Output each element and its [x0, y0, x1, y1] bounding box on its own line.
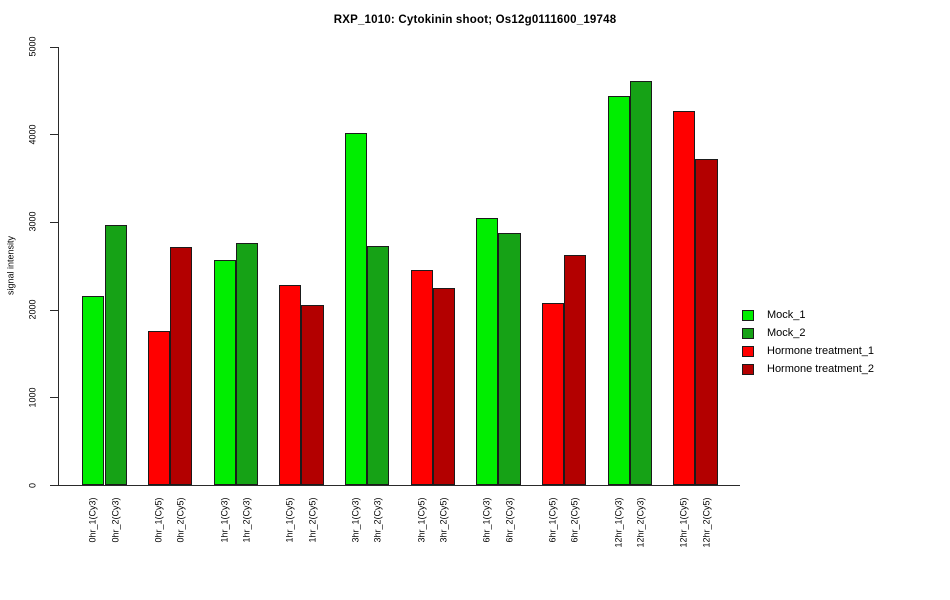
legend: Mock_1 Mock_2 Hormone treatment_1 Hormon…: [742, 306, 874, 378]
x-tick-label: 6hr_2(Cy3): [504, 497, 515, 543]
bar: [213, 260, 236, 485]
legend-swatch-hormone-treatment-2: [742, 363, 754, 375]
legend-item-mock-2: Mock_2: [742, 324, 874, 342]
bar: [673, 111, 696, 485]
x-tick-label: 1hr_1(Cy3): [219, 497, 230, 543]
y-tick-mark: [50, 397, 58, 399]
x-tick-label: 3hr_2(Cy3): [372, 497, 383, 543]
y-tick-mark: [50, 46, 58, 48]
x-tick-label: 3hr_1(Cy5): [416, 497, 427, 543]
x-tick-label: 12hr_1(Cy5): [678, 497, 689, 548]
bar: [235, 242, 258, 485]
x-tick-label: 3hr_1(Cy3): [350, 497, 361, 543]
legend-swatch-mock-2: [742, 327, 754, 339]
bar: [607, 96, 630, 485]
legend-label: Hormone treatment_2: [767, 363, 874, 375]
x-tick-label: 12hr_2(Cy3): [635, 497, 646, 548]
x-tick-label: 6hr_1(Cy3): [481, 497, 492, 543]
bar: [695, 158, 718, 485]
x-tick-label: 6hr_1(Cy5): [547, 497, 558, 543]
legend-item-mock-1: Mock_1: [742, 306, 874, 324]
y-tick-label: 3000: [27, 211, 38, 232]
x-tick-label: 1hr_1(Cy5): [284, 497, 295, 543]
bar: [82, 295, 105, 485]
bar: [301, 305, 324, 485]
y-tick-label: 2000: [27, 299, 38, 320]
legend-item-hormone-treatment-1: Hormone treatment_1: [742, 342, 874, 360]
y-tick-mark: [50, 485, 58, 487]
x-axis-line: [50, 485, 740, 487]
bar: [432, 287, 455, 485]
legend-item-hormone-treatment-2: Hormone treatment_2: [742, 360, 874, 378]
x-tick-label: 1hr_2(Cy3): [241, 497, 252, 543]
legend-swatch-mock-1: [742, 309, 754, 321]
legend-label: Mock_2: [767, 327, 806, 339]
bar: [104, 224, 127, 485]
x-tick-label: 12hr_1(Cy3): [613, 497, 624, 548]
y-tick-label: 0: [27, 482, 38, 488]
y-tick-label: 1000: [27, 387, 38, 408]
bar: [498, 233, 521, 485]
bar: [410, 270, 433, 485]
bar: [367, 246, 390, 485]
legend-label: Hormone treatment_1: [767, 345, 874, 357]
bar: [147, 330, 171, 485]
y-axis-title: signal intensity: [5, 235, 16, 296]
chart-title: RXP_1010: Cytokinin shoot; Os12g0111600_…: [333, 14, 617, 26]
x-tick-label: 6hr_2(Cy5): [569, 497, 580, 543]
x-tick-label: 0hr_1(Cy5): [153, 497, 164, 543]
bar: [629, 80, 652, 485]
x-tick-label: 0hr_2(Cy5): [175, 497, 186, 543]
legend-swatch-hormone-treatment-1: [742, 345, 754, 357]
y-tick-label: 5000: [27, 36, 38, 57]
x-tick-label: 12hr_2(Cy5): [701, 497, 712, 548]
bar: [170, 247, 193, 485]
x-tick-label: 0hr_1(Cy3): [87, 497, 98, 543]
x-tick-label: 1hr_2(Cy5): [307, 497, 318, 543]
bar: [564, 255, 587, 485]
bar: [541, 302, 565, 485]
bar: [344, 133, 368, 485]
bar: [476, 217, 499, 485]
y-tick-label: 4000: [27, 124, 38, 145]
legend-label: Mock_1: [767, 309, 806, 321]
y-tick-mark: [50, 221, 58, 224]
y-tick-mark: [50, 134, 58, 136]
x-tick-label: 0hr_2(Cy3): [110, 497, 121, 543]
y-axis-line: [57, 46, 59, 486]
y-tick-mark: [50, 309, 58, 311]
x-tick-label: 3hr_2(Cy5): [438, 497, 449, 543]
bar: [279, 285, 302, 485]
